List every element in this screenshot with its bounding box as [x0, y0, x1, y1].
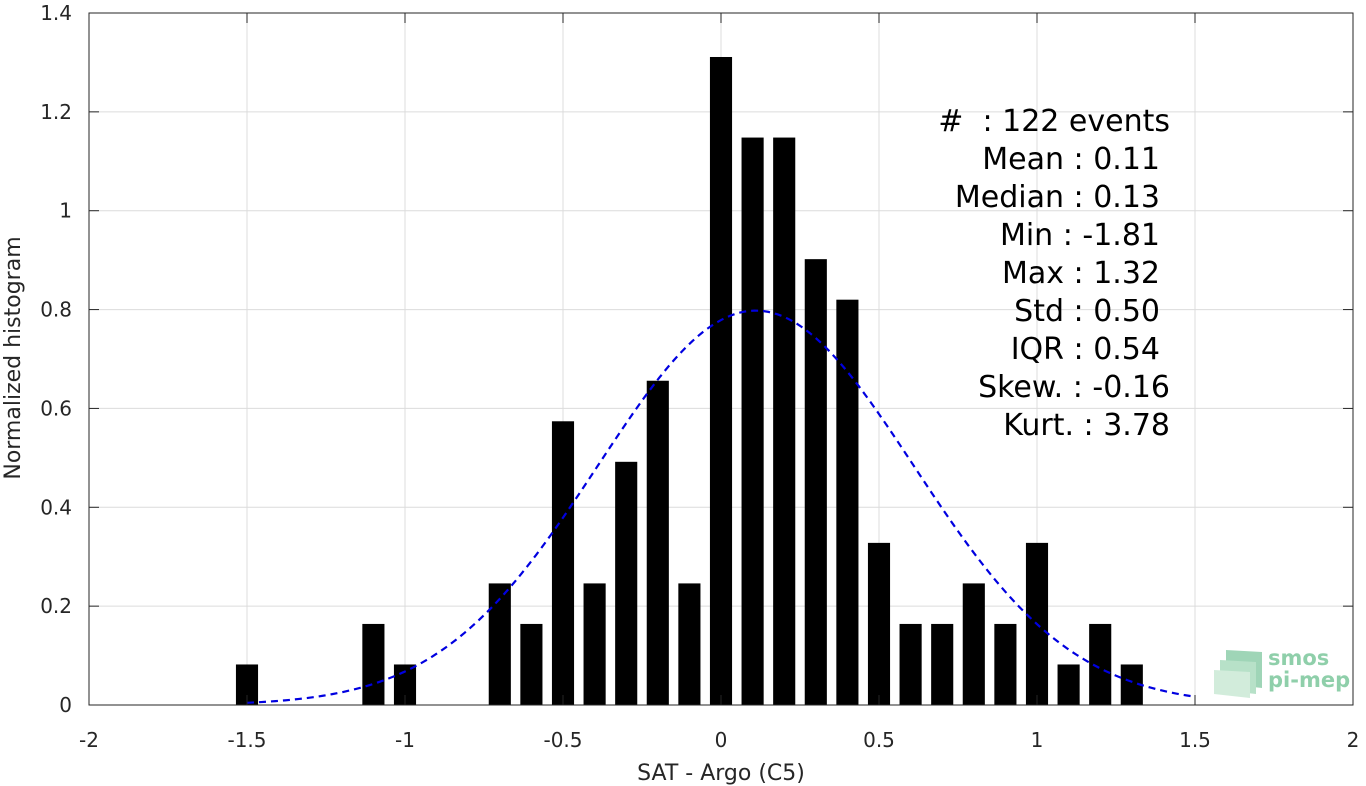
histogram-bar	[867, 542, 891, 705]
histogram-bar	[836, 299, 859, 705]
y-axis-label: Normalized histogram	[1, 236, 26, 479]
x-tick-label: -0.5	[543, 728, 582, 752]
histogram-bar	[488, 583, 511, 705]
histogram-bar	[931, 623, 954, 705]
histogram-bar	[773, 137, 796, 705]
histogram-bar	[520, 623, 543, 705]
y-tick-label: 0.4	[40, 495, 72, 519]
x-tick-label: -1.5	[227, 728, 266, 752]
x-axis-label: SAT - Argo (C5)	[637, 761, 805, 786]
x-tick-label: -2	[79, 728, 99, 752]
histogram-bar	[994, 623, 1017, 705]
x-tick-labels: -2 -1.5 -1 -0.5 0 0.5 1 1.5 2	[79, 728, 1359, 752]
x-tick-label: 0	[715, 728, 728, 752]
y-tick-labels: 0 0.2 0.4 0.6 0.8 1 1.2 1.4	[40, 1, 72, 717]
histogram-bar	[583, 583, 606, 705]
y-tick-label: 0.6	[40, 396, 72, 420]
statistics-box: # : 122 events Mean : 0.11 Median : 0.13…	[938, 104, 1170, 443]
stat-mean: Mean : 0.11	[982, 142, 1160, 177]
stat-events: # : 122 events	[938, 104, 1170, 139]
histogram-bar	[615, 461, 638, 705]
y-tick-label: 1	[59, 199, 72, 223]
histogram-bar	[962, 583, 985, 705]
y-tick-label: 0.8	[40, 298, 72, 322]
x-tick-label: -1	[395, 728, 415, 752]
stat-kurt: Kurt. : 3.78	[1003, 408, 1170, 443]
y-tick-label: 1.4	[40, 1, 72, 25]
tick-marks	[88, 12, 1354, 706]
histogram-bar	[362, 623, 385, 705]
x-tick-label: 1.5	[1179, 728, 1211, 752]
logo-line1: smos	[1268, 646, 1329, 670]
histogram-bar	[1120, 664, 1143, 705]
histogram-bar	[741, 137, 764, 705]
x-tick-label: 1	[1031, 728, 1044, 752]
histogram-bar	[1057, 664, 1080, 705]
histogram-bar	[709, 56, 733, 705]
histogram-bar	[804, 259, 827, 705]
stat-min: Min : -1.81	[1000, 218, 1160, 253]
y-tick-label: 0	[59, 693, 72, 717]
histogram-bar	[646, 380, 669, 705]
stat-median: Median : 0.13	[955, 180, 1160, 215]
gaussian-fit-curve	[246, 309, 1196, 704]
smos-pi-mep-logo: smos pi-mep	[1214, 646, 1350, 698]
histogram-bar	[1089, 623, 1112, 705]
y-tick-label: 0.2	[40, 594, 72, 618]
stat-max: Max : 1.32	[1002, 256, 1160, 291]
x-tick-label: 2	[1347, 728, 1360, 752]
logo-icon	[1214, 650, 1262, 698]
histogram-bar	[899, 623, 922, 705]
stat-std: Std : 0.50	[1014, 294, 1160, 329]
histogram-bar	[678, 583, 701, 705]
logo-line2: pi-mep	[1268, 668, 1350, 692]
y-tick-label: 1.2	[40, 100, 72, 124]
histogram-bar	[235, 664, 259, 705]
stat-iqr: IQR : 0.54	[1011, 332, 1160, 367]
histogram-bar	[551, 421, 575, 705]
histogram-bar	[393, 664, 417, 705]
stat-skew: Skew. : -0.16	[978, 370, 1170, 405]
x-tick-label: 0.5	[863, 728, 895, 752]
